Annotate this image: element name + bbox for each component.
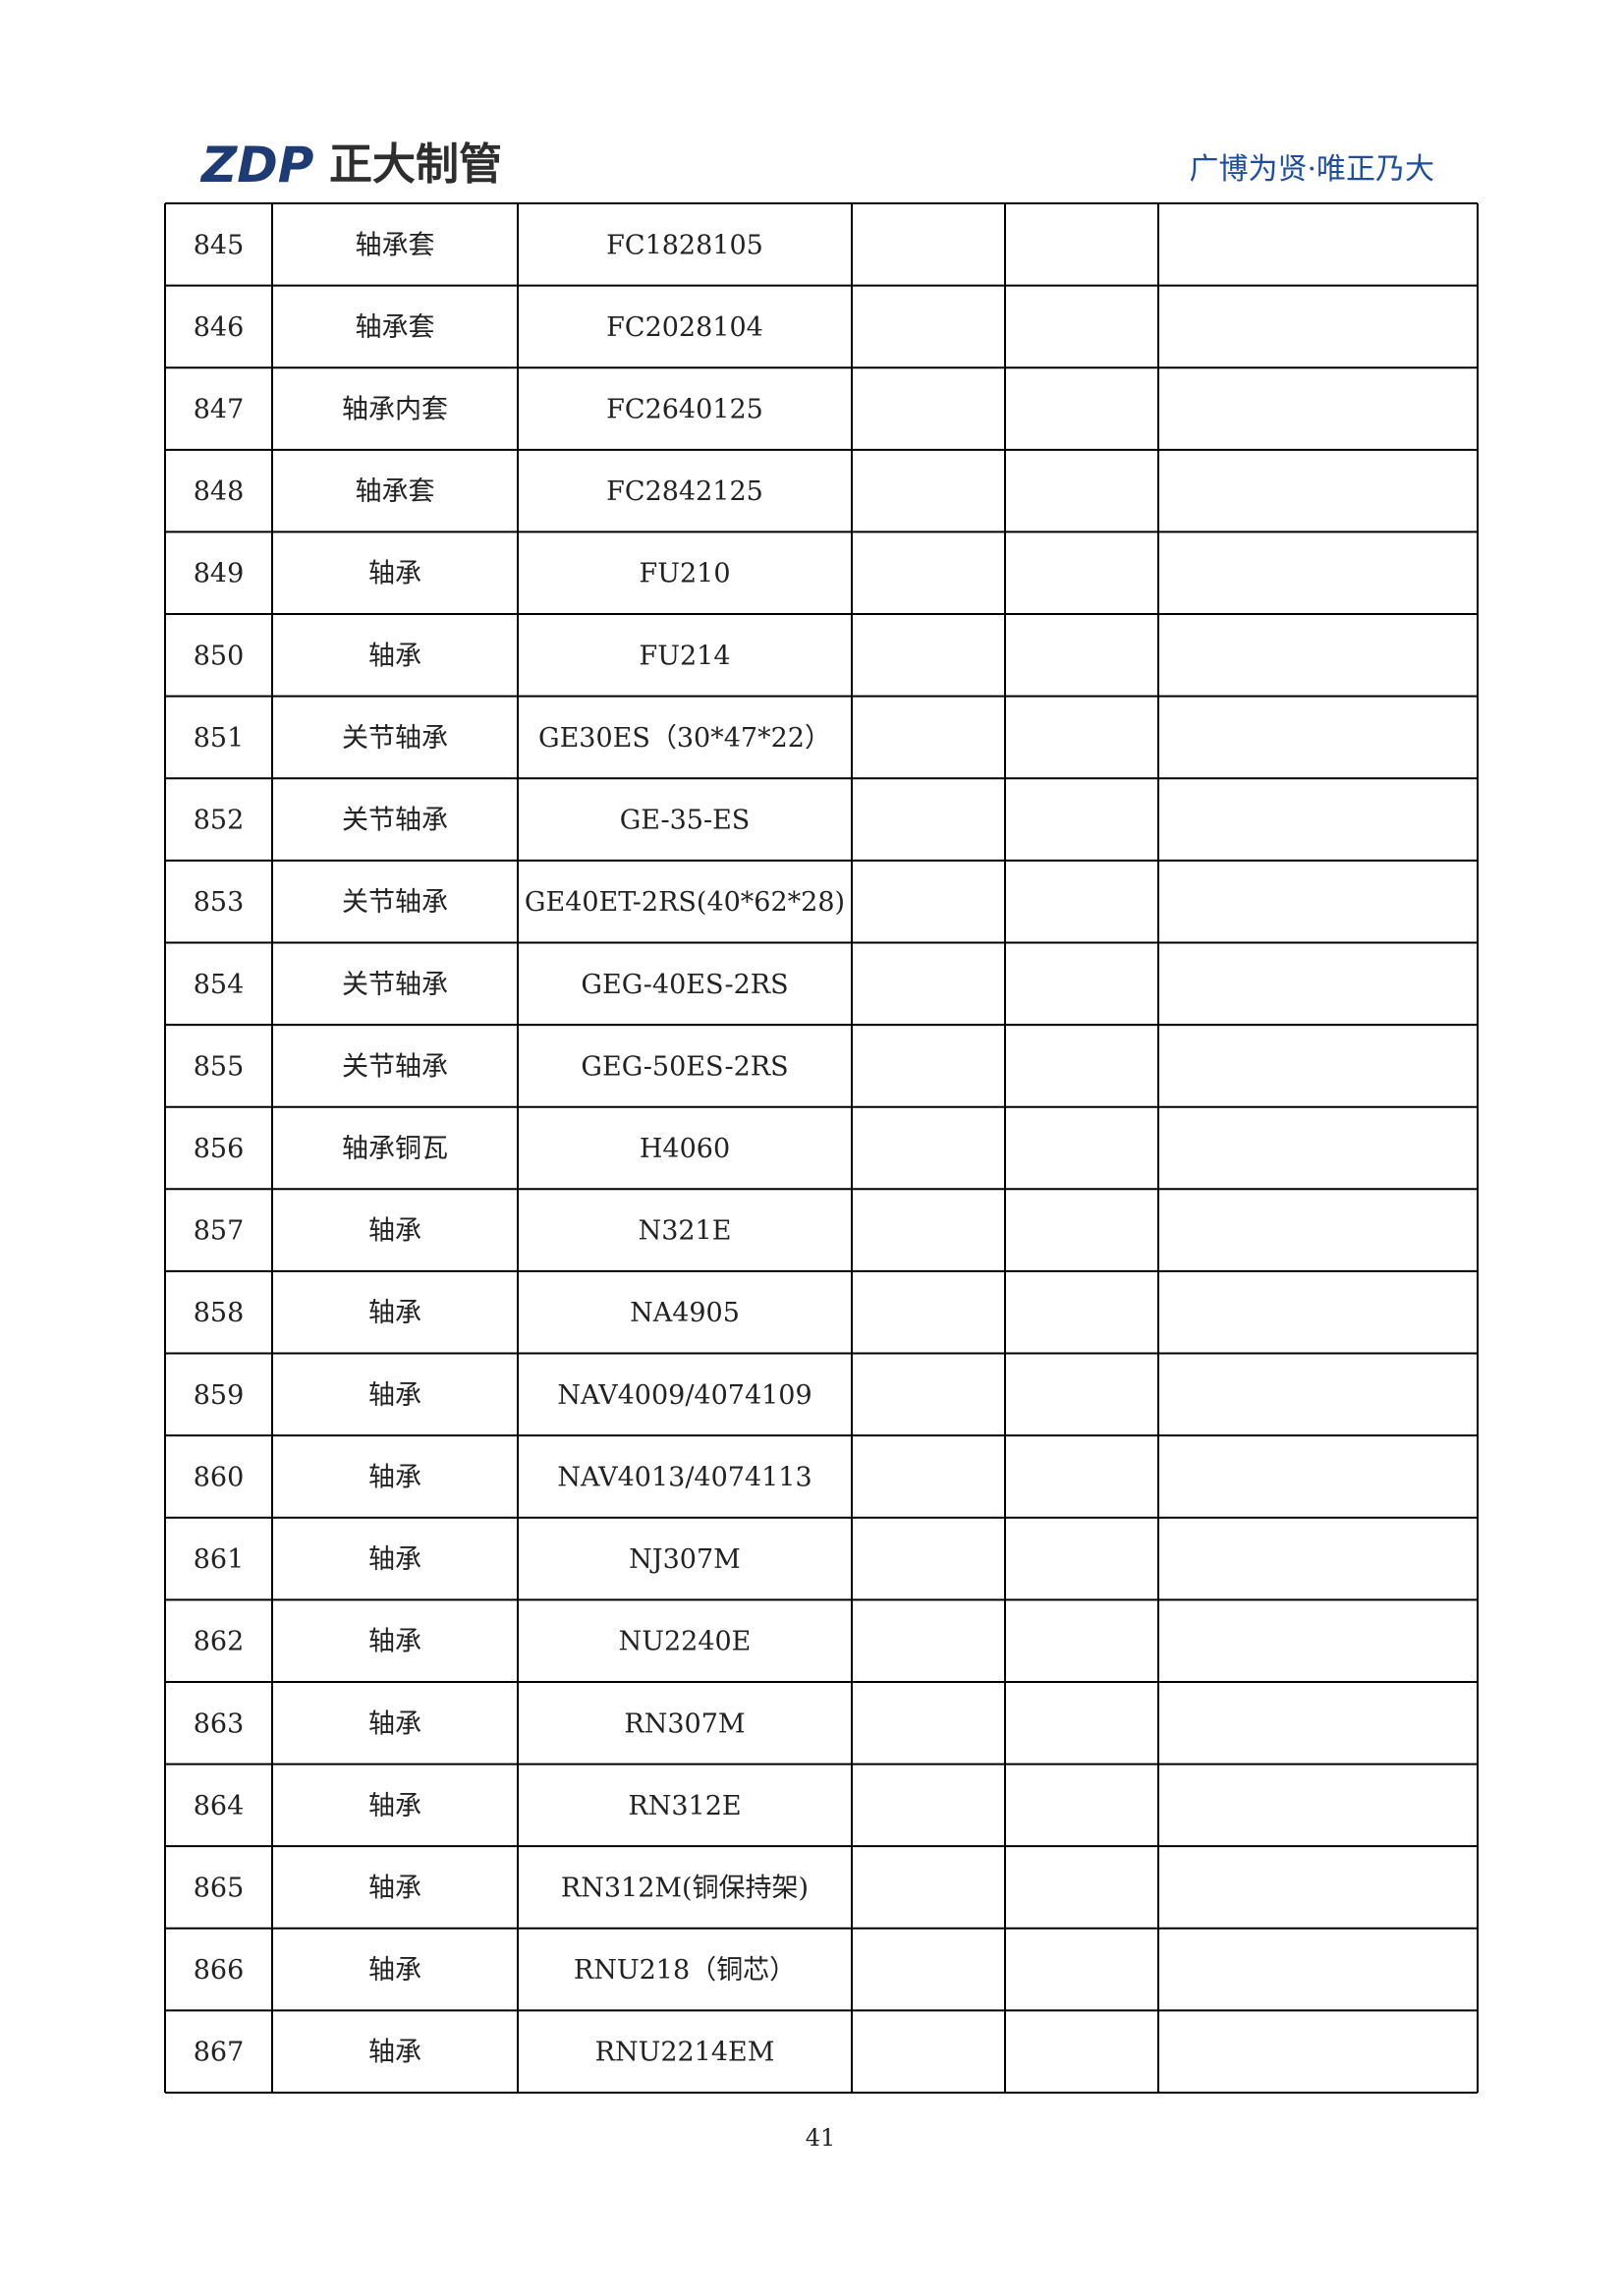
table-cell: 860	[194, 1462, 245, 1492]
table-cell: 关节轴承	[342, 970, 448, 1000]
table-cell: GE30ES（30*47*22）	[538, 723, 831, 754]
table-cell: 855	[194, 1051, 245, 1082]
table-cell: 轴承	[368, 1380, 421, 1411]
table-cell: NA4905	[630, 1298, 740, 1328]
table-cell: FC2640125	[606, 395, 763, 425]
table-cell: 856	[194, 1134, 245, 1164]
table-cell: GE40ET-2RS(40*62*28)	[525, 887, 845, 918]
table-cell: 轴承	[368, 1873, 421, 1903]
table-cell: RNU218（铜芯）	[574, 1955, 796, 1986]
table-cell: FC2028104	[606, 312, 763, 343]
table-cell: 轴承	[368, 1462, 421, 1492]
table-cell: NAV4013/4074113	[557, 1462, 812, 1492]
table-cell: 859	[194, 1380, 245, 1411]
table-cell: FU214	[639, 641, 730, 671]
table-cell: 关节轴承	[342, 1051, 448, 1082]
company-name: 正大制管	[329, 140, 502, 190]
table-cell: 863	[194, 1708, 245, 1739]
table-cell: 857	[194, 1216, 245, 1247]
table-cell: FU210	[639, 559, 730, 589]
table-cell: 轴承	[368, 1627, 421, 1657]
table-cell: 848	[194, 476, 245, 507]
table-cell: 轴承	[368, 641, 421, 671]
table-cell: FC1828105	[606, 230, 763, 260]
table-cell: RNU2214EM	[595, 2038, 775, 2068]
table-cell: 851	[194, 723, 245, 754]
table-cell: 轴承	[368, 1216, 421, 1247]
table-cell: 轴承套	[356, 476, 435, 507]
table-cell: 862	[194, 1627, 245, 1657]
table-cell: 轴承	[368, 1708, 421, 1739]
table-cell: GE-35-ES	[620, 806, 751, 836]
table-cell: 关节轴承	[342, 887, 448, 918]
table-cell: NU2240E	[619, 1627, 752, 1657]
table-cell: 轴承套	[356, 312, 435, 343]
table-cell: 852	[194, 806, 245, 836]
slogan: 广博为贤·唯正乃大	[1189, 152, 1434, 187]
table-cell: 轴承套	[356, 230, 435, 260]
logo: ZDP	[199, 137, 313, 194]
table-cell: FC2842125	[606, 476, 763, 507]
table-cell: GEG-50ES-2RS	[581, 1051, 788, 1082]
page-number: 41	[806, 2124, 836, 2152]
table-cell: 轴承	[368, 1544, 421, 1575]
table-cell: 865	[194, 1873, 245, 1903]
table-cell: GEG-40ES-2RS	[581, 970, 788, 1000]
table-cell: 关节轴承	[342, 723, 448, 754]
table-cell: 轴承铜瓦	[342, 1134, 448, 1164]
table-cell: H4060	[640, 1134, 730, 1164]
table-cell: NAV4009/4074109	[557, 1380, 812, 1411]
table-cell: 轴承	[368, 1791, 421, 1821]
table-cell: 850	[194, 641, 245, 671]
table-cell: 轴承	[368, 1955, 421, 1986]
table-cell: 866	[194, 1955, 245, 1986]
table-cell: 轴承	[368, 2038, 421, 2068]
table-cell: 849	[194, 559, 245, 589]
table-cell: 864	[194, 1791, 245, 1821]
table-cell: 858	[194, 1298, 245, 1328]
table-cell: 845	[194, 230, 245, 260]
table-cell: 轴承	[368, 559, 421, 589]
table-cell: RN307M	[624, 1708, 745, 1739]
table-cell: 轴承	[368, 1298, 421, 1328]
table-cell: 846	[194, 312, 245, 343]
table-cell: N321E	[639, 1216, 732, 1247]
table-cell: RN312E	[628, 1791, 741, 1821]
table-cell: RN312M(铜保持架)	[561, 1873, 809, 1903]
table-cell: 853	[194, 887, 245, 918]
table-cell: 关节轴承	[342, 806, 448, 836]
table-cell: 861	[194, 1544, 245, 1575]
table-cell: 854	[194, 970, 245, 1000]
table-cell: 轴承内套	[342, 395, 448, 425]
table-cell: 867	[194, 2038, 245, 2068]
table-cell: 847	[194, 395, 245, 425]
table-cell: NJ307M	[629, 1544, 741, 1575]
